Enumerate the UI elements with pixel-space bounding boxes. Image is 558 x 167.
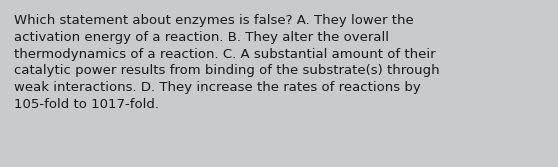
Text: Which statement about enzymes is false? A. They lower the
activation energy of a: Which statement about enzymes is false? … <box>14 14 440 111</box>
